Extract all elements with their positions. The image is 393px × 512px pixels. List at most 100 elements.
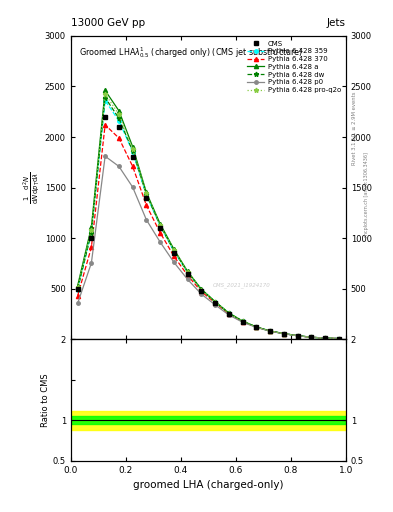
- Pythia 6.428 370: [295, 333, 300, 339]
- Pythia 6.428 370: [268, 328, 272, 334]
- Pythia 6.428 370: [213, 300, 218, 306]
- Pythia 6.428 dw: [199, 287, 204, 293]
- Pythia 6.428 dw: [336, 335, 341, 342]
- Pythia 6.428 dw: [171, 248, 176, 254]
- Pythia 6.428 359: [89, 229, 94, 235]
- Pythia 6.428 a: [309, 334, 314, 340]
- Pythia 6.428 370: [75, 293, 80, 299]
- Pythia 6.428 pro-q2o: [116, 111, 121, 117]
- Pythia 6.428 pro-q2o: [323, 335, 328, 341]
- Pythia 6.428 pro-q2o: [295, 333, 300, 339]
- CMS: [185, 270, 190, 276]
- CMS: [323, 335, 328, 341]
- Pythia 6.428 359: [116, 118, 121, 124]
- Pythia 6.428 a: [281, 331, 286, 337]
- Pythia 6.428 a: [254, 324, 259, 330]
- Pythia 6.428 p0: [171, 259, 176, 265]
- CMS: [199, 288, 204, 294]
- Pythia 6.428 pro-q2o: [199, 286, 204, 292]
- Pythia 6.428 pro-q2o: [268, 328, 272, 334]
- CMS: [240, 318, 245, 325]
- Pythia 6.428 a: [75, 283, 80, 289]
- Pythia 6.428 dw: [226, 310, 231, 316]
- Pythia 6.428 a: [213, 298, 218, 305]
- Pythia 6.428 pro-q2o: [226, 310, 231, 316]
- Pythia 6.428 pro-q2o: [103, 91, 108, 97]
- Pythia 6.428 a: [240, 318, 245, 324]
- Pythia 6.428 370: [185, 272, 190, 279]
- CMS: [213, 300, 218, 306]
- CMS: [144, 195, 149, 201]
- CMS: [281, 331, 286, 337]
- CMS: [75, 286, 80, 292]
- Pythia 6.428 dw: [323, 335, 328, 341]
- CMS: [336, 335, 341, 342]
- CMS: [116, 124, 121, 130]
- Pythia 6.428 p0: [309, 334, 314, 340]
- Pythia 6.428 pro-q2o: [75, 284, 80, 290]
- Line: Pythia 6.428 p0: Pythia 6.428 p0: [76, 155, 341, 340]
- Pythia 6.428 a: [103, 88, 108, 94]
- CMS: [130, 154, 135, 160]
- Pythia 6.428 370: [199, 289, 204, 295]
- Pythia 6.428 a: [268, 328, 272, 334]
- Text: mcplots.cern.ch [arXiv:1306.3436]: mcplots.cern.ch [arXiv:1306.3436]: [364, 152, 369, 237]
- CMS: [158, 225, 163, 231]
- CMS: [171, 250, 176, 257]
- Pythia 6.428 359: [158, 223, 163, 229]
- Pythia 6.428 p0: [336, 335, 341, 342]
- Line: Pythia 6.428 pro-q2o: Pythia 6.428 pro-q2o: [75, 92, 342, 341]
- Pythia 6.428 p0: [116, 163, 121, 169]
- Pythia 6.428 359: [268, 328, 272, 334]
- Pythia 6.428 pro-q2o: [130, 146, 135, 152]
- Pythia 6.428 a: [171, 246, 176, 252]
- Pythia 6.428 a: [226, 310, 231, 316]
- Pythia 6.428 359: [199, 287, 204, 293]
- Text: Groomed LHA$\lambda^{1}_{0.5}$ (charged only) (CMS jet substructure): Groomed LHA$\lambda^{1}_{0.5}$ (charged …: [79, 45, 303, 60]
- Line: Pythia 6.428 359: Pythia 6.428 359: [76, 99, 341, 340]
- Pythia 6.428 p0: [281, 331, 286, 337]
- Pythia 6.428 dw: [144, 191, 149, 198]
- Line: Pythia 6.428 dw: Pythia 6.428 dw: [75, 95, 342, 341]
- Text: Rivet 3.1.10, ≥ 2.9M events: Rivet 3.1.10, ≥ 2.9M events: [352, 91, 357, 165]
- Pythia 6.428 a: [185, 268, 190, 274]
- Y-axis label: $\frac{1}{\mathrm{d}N}\frac{\mathrm{d}^2N}{\mathrm{d}p_\mathrm{T}\mathrm{d}\lamb: $\frac{1}{\mathrm{d}N}\frac{\mathrm{d}^2…: [21, 171, 42, 204]
- Text: 13000 GeV pp: 13000 GeV pp: [71, 18, 145, 28]
- Pythia 6.428 359: [226, 310, 231, 316]
- CMS: [309, 334, 314, 340]
- Pythia 6.428 dw: [309, 334, 314, 340]
- Pythia 6.428 a: [158, 221, 163, 227]
- Pythia 6.428 359: [295, 333, 300, 339]
- Pythia 6.428 pro-q2o: [336, 335, 341, 342]
- CMS: [268, 328, 272, 334]
- Pythia 6.428 pro-q2o: [185, 269, 190, 275]
- Pythia 6.428 359: [171, 248, 176, 254]
- CMS: [295, 333, 300, 339]
- Pythia 6.428 359: [281, 331, 286, 337]
- Pythia 6.428 a: [130, 143, 135, 150]
- Pythia 6.428 p0: [185, 276, 190, 283]
- Pythia 6.428 370: [103, 122, 108, 128]
- Pythia 6.428 359: [75, 287, 80, 293]
- Pythia 6.428 p0: [130, 184, 135, 190]
- Pythia 6.428 pro-q2o: [213, 298, 218, 305]
- Pythia 6.428 359: [144, 192, 149, 198]
- Pythia 6.428 359: [309, 334, 314, 340]
- Pythia 6.428 p0: [254, 325, 259, 331]
- Pythia 6.428 p0: [144, 217, 149, 223]
- Pythia 6.428 pro-q2o: [281, 331, 286, 337]
- Pythia 6.428 370: [144, 202, 149, 208]
- Pythia 6.428 p0: [158, 239, 163, 245]
- Pythia 6.428 dw: [254, 324, 259, 330]
- Pythia 6.428 359: [185, 269, 190, 275]
- Pythia 6.428 p0: [75, 301, 80, 307]
- Pythia 6.428 pro-q2o: [144, 190, 149, 197]
- Pythia 6.428 a: [323, 335, 328, 341]
- Pythia 6.428 pro-q2o: [171, 247, 176, 253]
- Pythia 6.428 p0: [295, 333, 300, 339]
- Pythia 6.428 dw: [89, 229, 94, 236]
- Pythia 6.428 dw: [281, 331, 286, 337]
- Pythia 6.428 370: [130, 163, 135, 169]
- Pythia 6.428 370: [240, 318, 245, 325]
- Pythia 6.428 a: [116, 108, 121, 114]
